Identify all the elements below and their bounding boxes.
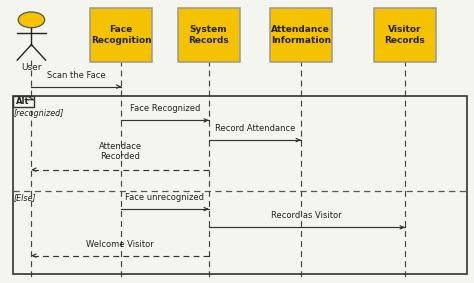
Text: Attendace
Recorded: Attendace Recorded <box>99 142 142 161</box>
Text: Record as Visitor: Record as Visitor <box>272 211 342 220</box>
Text: Record Attendance: Record Attendance <box>215 124 295 133</box>
Text: Alt: Alt <box>16 97 30 106</box>
Text: [recognized]: [recognized] <box>13 109 64 118</box>
Text: User: User <box>21 63 42 72</box>
Text: [Else]: [Else] <box>13 194 36 203</box>
Bar <box>12 97 467 274</box>
Text: Attendance
Information: Attendance Information <box>271 25 331 45</box>
Text: Welcome Visitor: Welcome Visitor <box>86 239 154 248</box>
Text: Face unrecognized: Face unrecognized <box>126 193 204 202</box>
Text: Scan the Face: Scan the Face <box>47 70 106 80</box>
Text: Face
Recognition: Face Recognition <box>91 25 152 45</box>
Text: Visitor
Records: Visitor Records <box>384 25 425 45</box>
Text: System
Records: System Records <box>188 25 229 45</box>
FancyBboxPatch shape <box>90 8 152 62</box>
FancyBboxPatch shape <box>374 8 436 62</box>
Circle shape <box>18 12 45 28</box>
Bar <box>12 97 34 107</box>
FancyBboxPatch shape <box>270 8 332 62</box>
FancyBboxPatch shape <box>178 8 239 62</box>
Text: Face Recognized: Face Recognized <box>130 104 200 113</box>
